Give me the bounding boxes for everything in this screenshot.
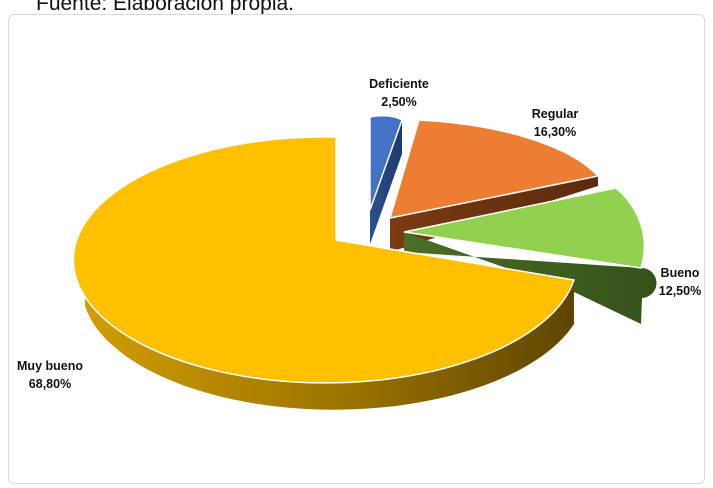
label-regular-name: Regular (532, 107, 579, 121)
label-muy-bueno-value: 68,80% (29, 377, 71, 391)
slice-side-deficiente (370, 120, 402, 244)
slice-side-bueno (404, 232, 657, 324)
slice-bueno (403, 187, 646, 269)
slice-side-muy-bueno (85, 262, 574, 410)
slice-regular (388, 119, 600, 219)
label-bueno-value: 12,50% (659, 284, 701, 298)
slice-deficiente (369, 114, 403, 211)
label-deficiente-value: 2,50% (381, 95, 416, 109)
slice-muy-bueno (72, 136, 575, 384)
label-regular-value: 16,30% (534, 125, 576, 139)
source-caption: Fuente: Elaboración propia. (36, 0, 294, 15)
label-bueno-name: Bueno (661, 266, 700, 280)
label-muy-bueno-name: Muy bueno (17, 359, 83, 373)
label-deficiente-name: Deficiente (369, 77, 429, 91)
